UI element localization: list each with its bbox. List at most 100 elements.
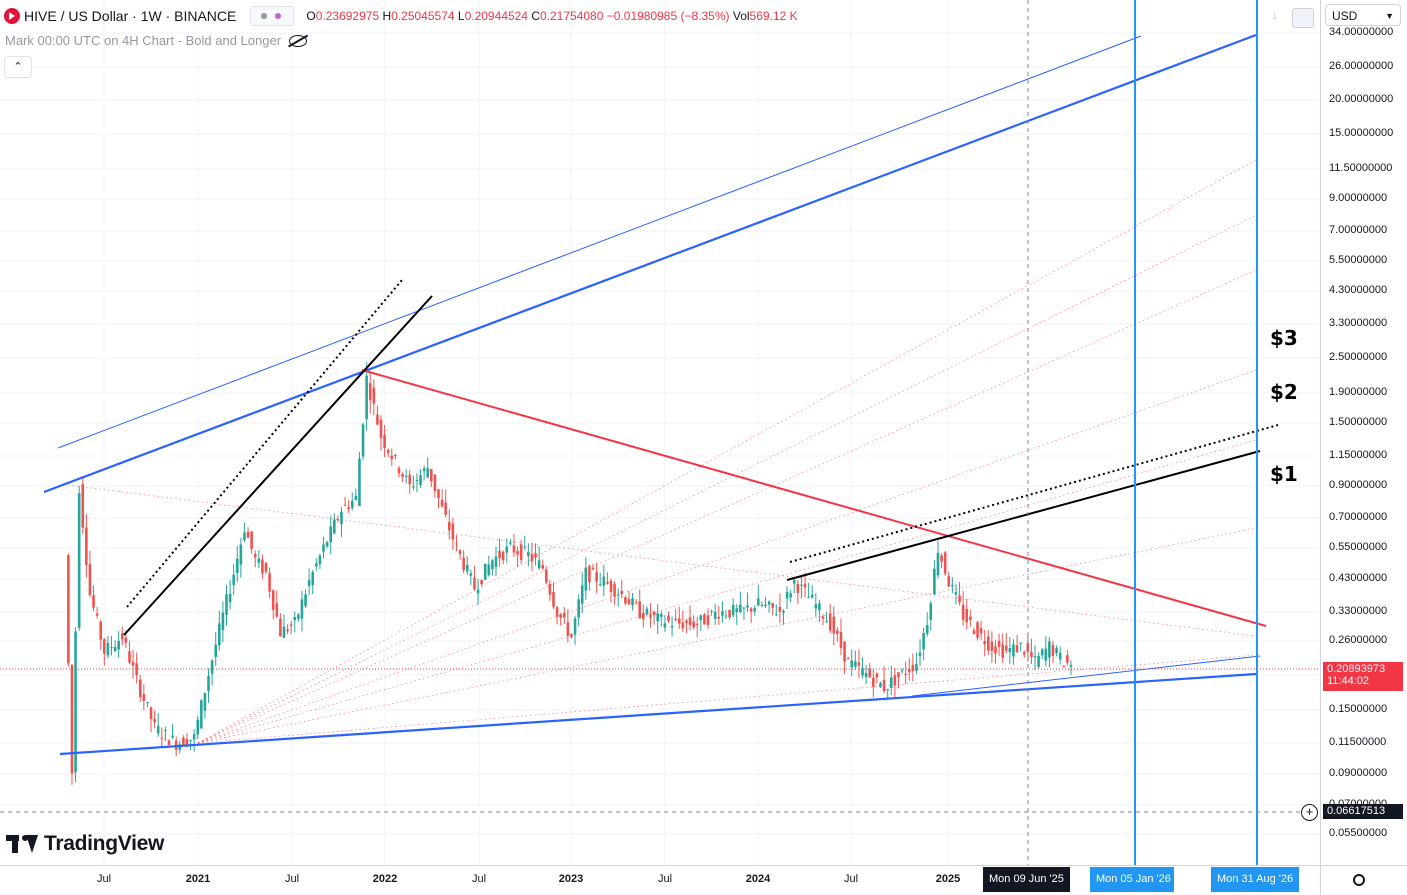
candle-body bbox=[760, 604, 764, 606]
candle-body bbox=[95, 613, 99, 616]
candle-body bbox=[347, 507, 350, 510]
price-tick: 0.05500000 bbox=[1329, 827, 1388, 839]
settings-corner bbox=[1320, 865, 1407, 895]
candle-body bbox=[951, 584, 954, 587]
candle-body bbox=[368, 383, 372, 401]
candle-body bbox=[864, 672, 868, 678]
candle-body bbox=[185, 739, 189, 747]
time-tick: Jul bbox=[96, 873, 112, 885]
currency-select[interactable]: USD ▼ bbox=[1325, 4, 1401, 26]
chart-area[interactable]: HIVE / US Dollar · 1W · BINANCE O0.23692… bbox=[0, 0, 1320, 865]
candle-body bbox=[138, 679, 142, 698]
time-tick: Jul bbox=[657, 873, 673, 885]
candle-body bbox=[171, 735, 174, 738]
candle-body bbox=[796, 583, 800, 593]
candle-body bbox=[505, 546, 509, 553]
candle-body bbox=[933, 568, 936, 595]
symbol-title[interactable]: HIVE / US Dollar · 1W · BINANCE bbox=[24, 8, 237, 24]
candle-body bbox=[537, 560, 541, 569]
candle-body bbox=[994, 646, 997, 654]
candle-body bbox=[264, 562, 268, 573]
candle-body bbox=[113, 646, 117, 652]
candle-body bbox=[99, 622, 103, 640]
candle-body bbox=[882, 679, 886, 692]
resistance-line bbox=[361, 369, 1267, 627]
trend-line-dotted bbox=[126, 279, 403, 608]
tradingview-logo[interactable]: TradingView bbox=[6, 832, 164, 856]
candle-body bbox=[958, 595, 961, 603]
change-value: −0.01980985 (−8.35%) bbox=[606, 9, 730, 23]
candle-body bbox=[404, 475, 408, 478]
candle-body bbox=[789, 593, 792, 598]
plus-icon[interactable]: + bbox=[1301, 804, 1318, 821]
candle-body bbox=[947, 576, 951, 587]
candle-body bbox=[699, 615, 703, 621]
candle-body bbox=[257, 558, 261, 563]
camera-icon[interactable] bbox=[1292, 8, 1314, 28]
candle-body bbox=[735, 608, 739, 613]
candle-body bbox=[634, 602, 638, 604]
candle-body bbox=[609, 580, 613, 592]
candle-body bbox=[1044, 648, 1048, 661]
candle-body bbox=[846, 658, 850, 660]
candle-body bbox=[361, 424, 365, 457]
eye-off-icon[interactable] bbox=[289, 34, 308, 47]
candle-body bbox=[228, 593, 232, 603]
gear-icon[interactable] bbox=[1353, 874, 1365, 886]
candle-body bbox=[969, 616, 972, 620]
candle-body bbox=[358, 458, 361, 506]
candle-body bbox=[286, 629, 289, 632]
indicator-toggle-button[interactable] bbox=[250, 6, 295, 26]
candle-body bbox=[757, 598, 760, 606]
candle-body bbox=[498, 551, 501, 559]
support-line bbox=[59, 672, 1257, 756]
candle-body bbox=[764, 604, 767, 606]
candle-body bbox=[713, 611, 717, 619]
candle-body bbox=[774, 614, 778, 616]
indicator-title[interactable]: Mark 00:00 UTC on 4H Chart - Bold and Lo… bbox=[5, 33, 282, 48]
currency-value: USD bbox=[1332, 9, 1358, 23]
candle-body bbox=[889, 677, 893, 689]
candle-body bbox=[742, 607, 746, 609]
candle-body bbox=[904, 673, 907, 675]
candle-body bbox=[261, 559, 264, 574]
candle-body bbox=[911, 664, 915, 672]
candle-body bbox=[667, 615, 670, 621]
download-icon[interactable]: ↓ bbox=[1272, 8, 1278, 22]
candle-body bbox=[365, 375, 368, 420]
price-tick: 1.15000000 bbox=[1329, 449, 1388, 461]
candle-body bbox=[566, 622, 570, 636]
price-tick: 0.70000000 bbox=[1329, 511, 1388, 523]
candle-body bbox=[706, 615, 710, 625]
candle-body bbox=[447, 522, 451, 531]
candle-body bbox=[527, 552, 530, 556]
candle-body bbox=[1015, 645, 1019, 653]
candle-body bbox=[77, 493, 81, 628]
vertical-line-label-1: Mon 05 Jan '26 bbox=[1090, 867, 1174, 892]
candle-body bbox=[297, 614, 300, 620]
candle-body bbox=[192, 734, 196, 740]
candle-body bbox=[200, 700, 203, 729]
candle-body bbox=[1012, 644, 1015, 657]
candle-body bbox=[1040, 649, 1044, 656]
price-tick: 3.30000000 bbox=[1329, 317, 1388, 329]
breakout-line-dotted bbox=[789, 424, 1279, 563]
candle-body bbox=[559, 614, 562, 618]
candle-body bbox=[893, 675, 897, 686]
chart-canvas[interactable] bbox=[0, 0, 1320, 865]
annotation-2: $2 bbox=[1270, 380, 1298, 404]
candle-body bbox=[340, 511, 343, 525]
price-axis[interactable]: USD ▼ 34.00000000 26.00000000 20.00000000 1… bbox=[1320, 0, 1407, 865]
candle-body bbox=[681, 622, 685, 629]
candle-body bbox=[207, 675, 210, 691]
time-axis[interactable]: Jul 2021 Jul 2022 Jul 2023 Jul 2024 Jul 2025 Mon … bbox=[0, 865, 1320, 895]
candle-body bbox=[332, 519, 336, 534]
candle-body bbox=[473, 577, 476, 590]
candle-body bbox=[631, 598, 634, 606]
candle-body bbox=[494, 556, 498, 568]
candle-body bbox=[606, 582, 609, 584]
candle-body bbox=[412, 486, 415, 488]
collapse-legend-button[interactable]: ⌃ bbox=[4, 56, 32, 78]
candle-body bbox=[103, 639, 106, 654]
candle-body bbox=[343, 504, 347, 506]
